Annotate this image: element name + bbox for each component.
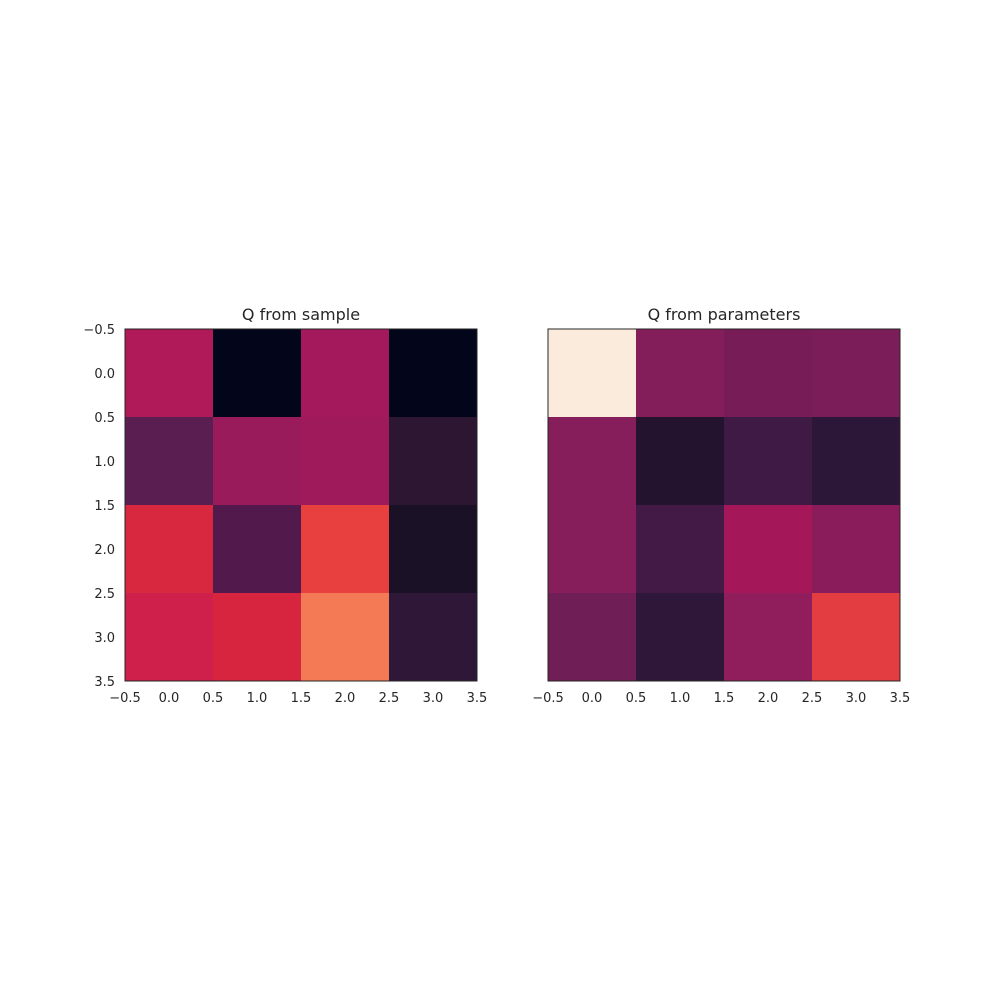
heatmap-cells [125, 329, 478, 682]
x-tick-label: 3.5 [890, 691, 911, 706]
heatmap-cell-r2-c2 [301, 505, 390, 594]
heatmap-cell-r0-c1 [636, 329, 725, 418]
y-tick-label: 3.5 [94, 675, 115, 690]
heatmap-cell-r2-c3 [389, 505, 478, 594]
chart-title: Q from parameters [648, 305, 801, 324]
y-tick-label: 1.0 [94, 455, 115, 470]
y-tick-label: 0.0 [94, 367, 115, 382]
heatmap-cell-r1-c1 [636, 417, 725, 506]
heatmap-cell-r0-c1 [213, 329, 302, 418]
heatmap-cell-r1-c3 [812, 417, 901, 506]
x-tick-label: 1.5 [291, 691, 312, 706]
y-tick-label: −0.5 [83, 323, 115, 338]
heatmap-cell-r0-c0 [125, 329, 214, 418]
x-tick-label: 1.0 [670, 691, 691, 706]
x-tick-label: 0.5 [626, 691, 647, 706]
heatmap-cell-r3-c0 [548, 593, 637, 682]
heatmap-cells [548, 329, 901, 682]
x-tick-label: 2.0 [335, 691, 356, 706]
x-tick-label: 3.5 [467, 691, 488, 706]
heatmap-cell-r0-c2 [301, 329, 390, 418]
y-tick-label: 1.5 [94, 499, 115, 514]
heatmap-cell-r3-c1 [636, 593, 725, 682]
y-axis-ticks: −0.5 0.0 0.5 1.0 1.5 2.0 2.5 3.0 3.5 [83, 323, 115, 690]
heatmap-cell-r3-c0 [125, 593, 214, 682]
heatmap-cell-r1-c2 [724, 417, 813, 506]
heatmap-cell-r3-c3 [389, 593, 478, 682]
x-tick-label: 1.5 [714, 691, 735, 706]
x-tick-label: 2.5 [379, 691, 400, 706]
heatmap-cell-r1-c3 [389, 417, 478, 506]
axes-frame [547, 328, 901, 682]
x-tick-label: 2.0 [758, 691, 779, 706]
heatmap-cell-r0-c2 [724, 329, 813, 418]
x-axis-ticks: −0.5 0.0 0.5 1.0 1.5 2.0 2.5 3.0 3.5 [109, 691, 487, 706]
heatmap-cell-r2-c3 [812, 505, 901, 594]
heatmap-cell-r3-c2 [301, 593, 390, 682]
heatmap-cell-r1-c2 [301, 417, 390, 506]
heatmap-cell-r3-c3 [812, 593, 901, 682]
heatmap-cell-r3-c2 [724, 593, 813, 682]
x-tick-label: 2.5 [802, 691, 823, 706]
heatmap-cell-r0-c3 [812, 329, 901, 418]
heatmap-cell-r2-c0 [548, 505, 637, 594]
heatmap-panel-q-from-parameters: Q from parameters −0.5 0.0 0.5 1.0 1.5 2.0 2.5… [532, 305, 910, 706]
heatmap-cell-r2-c1 [636, 505, 725, 594]
heatmap-cell-r0-c3 [389, 329, 478, 418]
x-tick-label: 0.0 [159, 691, 180, 706]
x-tick-label: −0.5 [532, 691, 564, 706]
x-tick-label: 0.5 [203, 691, 224, 706]
heatmap-cell-r2-c1 [213, 505, 302, 594]
chart-title: Q from sample [242, 305, 360, 324]
x-tick-label: 3.0 [423, 691, 444, 706]
x-tick-label: 1.0 [247, 691, 268, 706]
x-tick-label: 0.0 [582, 691, 603, 706]
y-tick-label: 2.5 [94, 587, 115, 602]
heatmap-cell-r1-c0 [548, 417, 637, 506]
axes-frame [124, 328, 478, 682]
heatmap-panel-q-from-sample: Q from sample −0.5 0.0 0.5 1.0 1.5 2.0 2.5 3.0 3… [83, 305, 487, 706]
x-tick-label: 3.0 [846, 691, 867, 706]
x-axis-ticks: −0.5 0.0 0.5 1.0 1.5 2.0 2.5 3.0 3.5 [532, 691, 910, 706]
y-tick-label: 3.0 [94, 631, 115, 646]
y-tick-label: 0.5 [94, 411, 115, 426]
y-tick-label: 2.0 [94, 543, 115, 558]
x-tick-label: −0.5 [109, 691, 141, 706]
heatmap-cell-r2-c0 [125, 505, 214, 594]
heatmap-cell-r0-c0 [548, 329, 637, 418]
heatmap-cell-r1-c0 [125, 417, 214, 506]
heatmap-cell-r3-c1 [213, 593, 302, 682]
heatmap-cell-r1-c1 [213, 417, 302, 506]
heatmap-cell-r2-c2 [724, 505, 813, 594]
